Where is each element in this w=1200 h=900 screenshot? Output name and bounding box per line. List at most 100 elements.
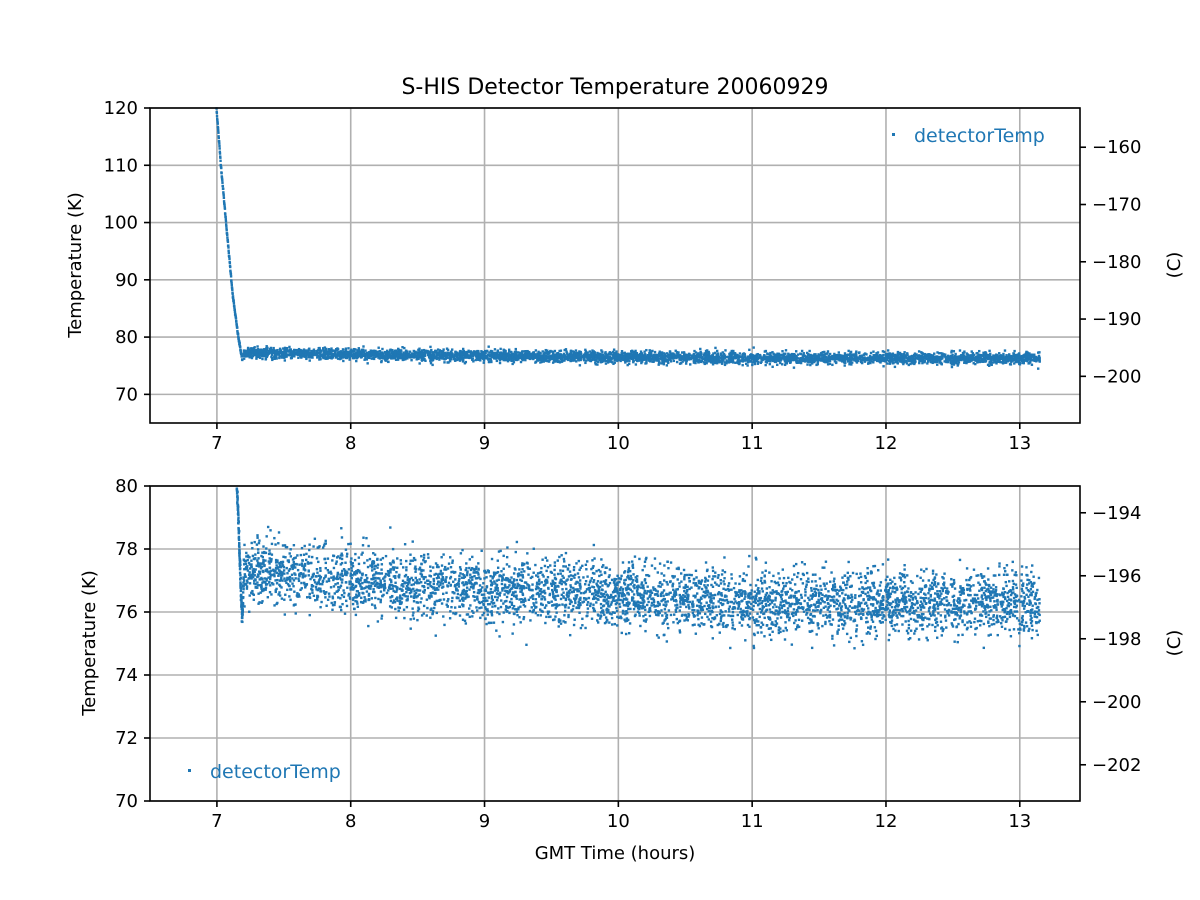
data-point: [476, 352, 479, 356]
data-point: [236, 332, 240, 336]
data-point: [599, 602, 603, 606]
data-point: [243, 563, 246, 566]
data-point: [847, 358, 850, 362]
data-point: [228, 255, 231, 258]
data-point: [751, 363, 754, 367]
data-point: [994, 355, 997, 358]
data-point: [952, 359, 956, 362]
data-point: [230, 283, 233, 287]
data-point: [898, 351, 902, 355]
data-point: [883, 350, 886, 354]
data-point: [744, 595, 747, 598]
data-point: [823, 350, 826, 354]
data-point: [506, 352, 510, 356]
data-point: [369, 354, 372, 357]
data-point: [752, 346, 755, 349]
data-point: [609, 353, 613, 356]
data-point: [779, 356, 783, 359]
data-point: [939, 355, 942, 359]
data-point: [591, 354, 594, 357]
data-point: [934, 358, 937, 361]
data-point: [498, 361, 502, 365]
data-point: [984, 358, 987, 361]
data-point: [435, 354, 438, 358]
data-point: [458, 356, 462, 360]
data-point: [223, 204, 226, 207]
data-point: [793, 356, 796, 359]
data-point: [725, 359, 728, 362]
data-point: [770, 358, 773, 362]
data-point: [819, 352, 823, 355]
data-point: [539, 361, 542, 364]
data-point: [429, 362, 433, 365]
data-point: [402, 351, 405, 354]
data-point: [589, 356, 593, 359]
data-point: [874, 354, 877, 358]
data-point: [907, 359, 910, 363]
data-point: [385, 355, 388, 358]
data-point: [741, 356, 744, 360]
data-point: [464, 351, 467, 354]
data-point: [612, 362, 615, 366]
data-point: [386, 351, 389, 354]
data-point: [236, 326, 239, 329]
data-point: [870, 356, 874, 359]
data-point: [731, 358, 735, 362]
data-point: [888, 359, 891, 363]
data-point: [216, 117, 219, 121]
data-point: [857, 356, 860, 360]
data-point: [962, 351, 965, 355]
data-point: [216, 120, 219, 124]
data-point: [828, 352, 832, 356]
data-point: [876, 351, 880, 354]
data-point: [548, 355, 551, 359]
data-point: [501, 355, 504, 358]
data-point: [581, 355, 584, 359]
data-point: [413, 355, 416, 358]
data-point: [596, 363, 599, 366]
data-point: [902, 356, 905, 359]
data-point: [752, 357, 755, 361]
data-point: [680, 351, 684, 354]
data-point: [302, 348, 306, 351]
data-point: [321, 347, 325, 350]
data-point: [822, 359, 825, 362]
data-point: [496, 354, 500, 358]
data-point: [508, 350, 511, 353]
data-point: [310, 555, 314, 559]
data-point: [749, 355, 753, 359]
data-point: [721, 351, 724, 354]
data-point: [780, 353, 783, 357]
data-point: [620, 352, 623, 355]
data-point: [1008, 359, 1011, 362]
data-point: [721, 360, 724, 364]
data-point: [510, 350, 513, 354]
data-point: [401, 346, 404, 349]
data-point: [704, 576, 707, 580]
data-point: [279, 349, 282, 353]
data-point: [532, 351, 536, 354]
data-point: [574, 354, 577, 358]
data-point: [787, 353, 790, 357]
data-point: [766, 357, 770, 361]
data-point: [239, 581, 242, 584]
data-point: [732, 586, 736, 590]
data-point: [523, 356, 527, 359]
data-point: [662, 362, 666, 366]
data-point: [616, 359, 619, 363]
data-point: [336, 357, 340, 360]
data-point: [848, 356, 852, 359]
data-point: [280, 354, 283, 358]
data-point: [1033, 358, 1036, 361]
data-point: [511, 362, 514, 366]
data-point: [418, 347, 421, 350]
data-point: [692, 352, 696, 356]
data-point: [464, 360, 468, 364]
data-point: [360, 356, 363, 359]
data-point: [418, 362, 421, 365]
data-point: [1000, 361, 1004, 364]
data-point: [475, 358, 479, 361]
data-point: [319, 357, 322, 361]
data-point: [886, 356, 890, 359]
